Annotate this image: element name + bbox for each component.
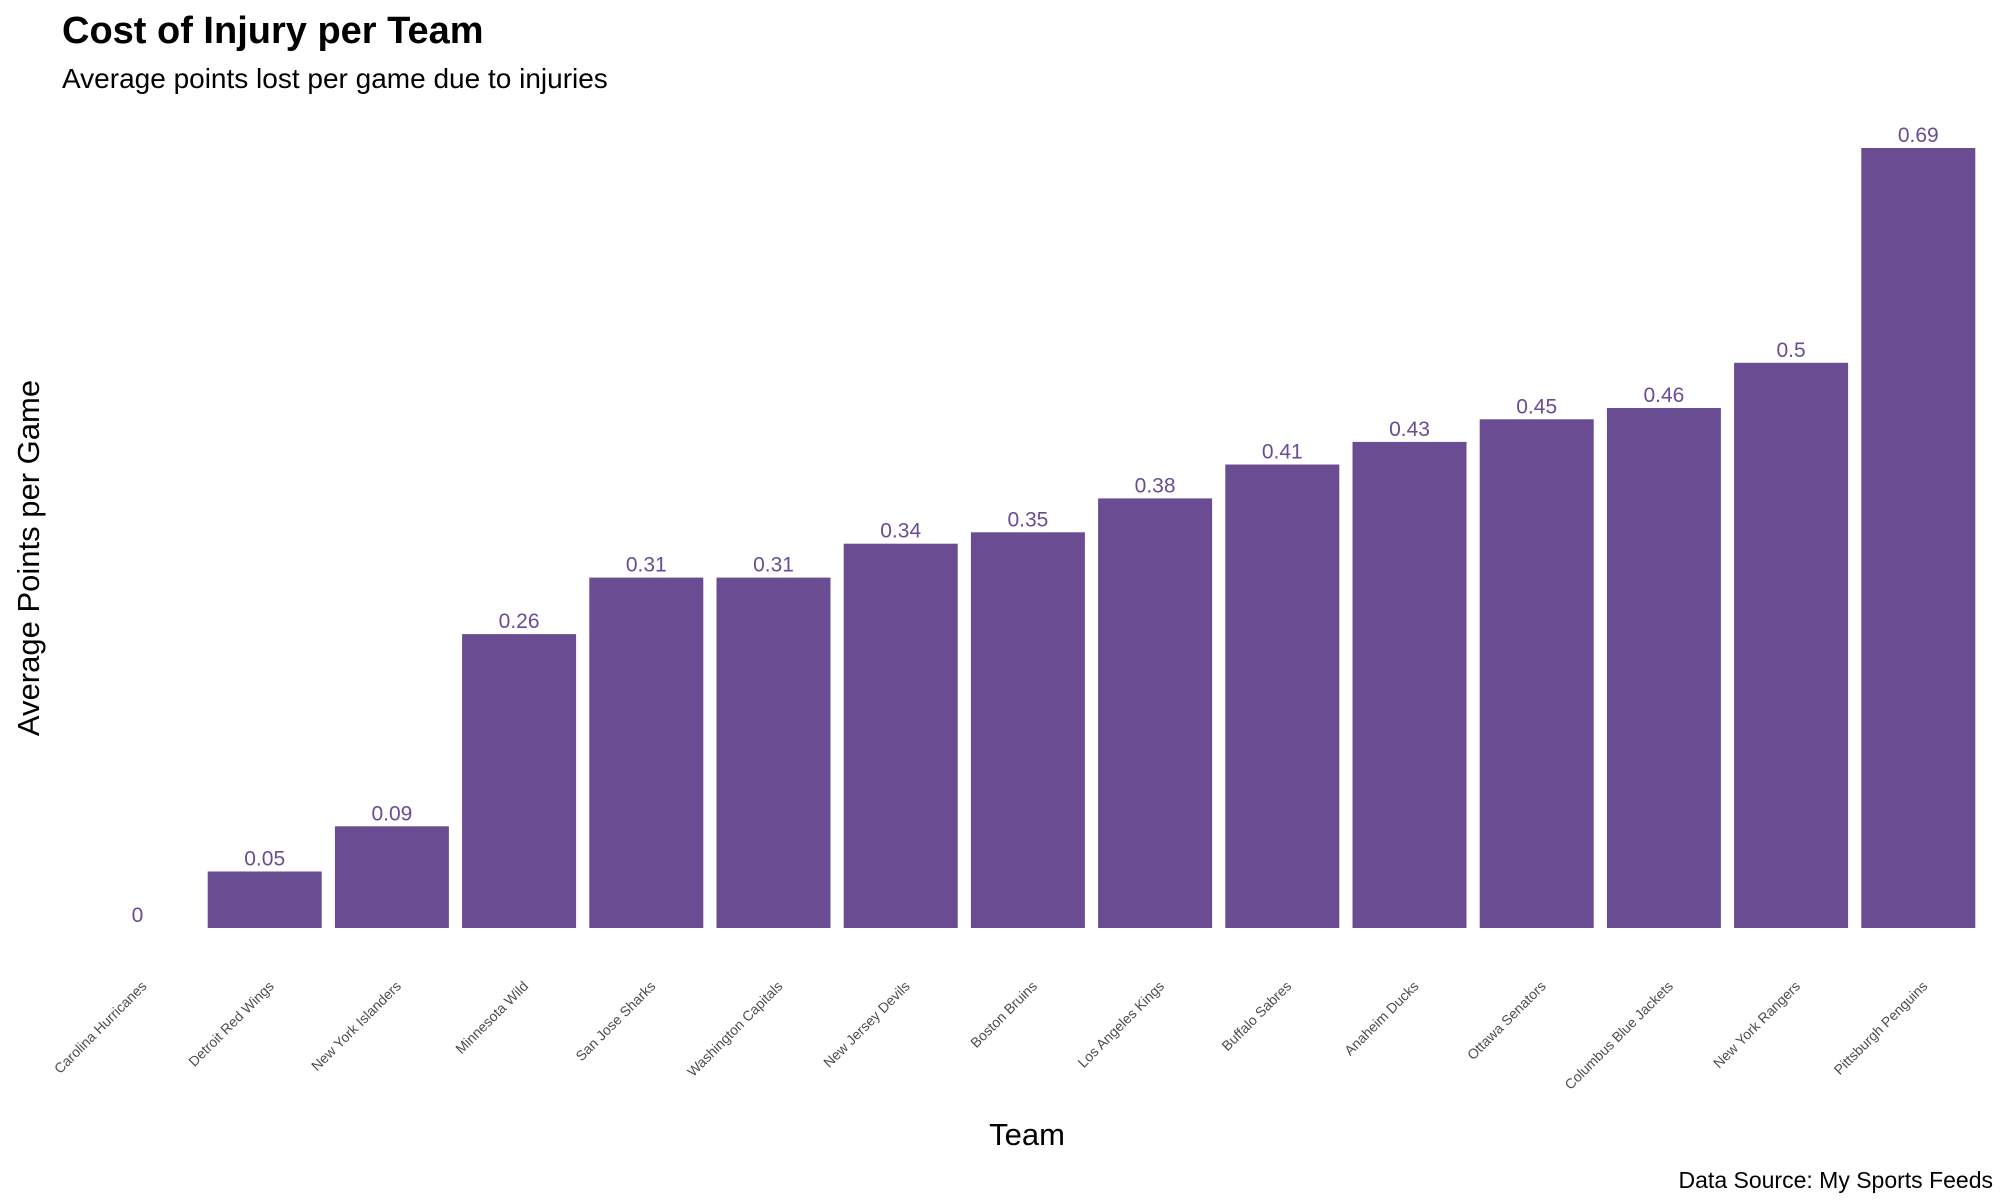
bar-value-label: 0 xyxy=(132,904,144,927)
x-axis-title: Team xyxy=(989,1117,1065,1152)
data-source-caption: Data Source: My Sports Feeds xyxy=(1679,1167,1993,1193)
bar-value-label: 0.09 xyxy=(371,802,412,825)
bar xyxy=(843,543,958,928)
chart-subtitle: Average points lost per game due to inju… xyxy=(62,63,608,94)
bar xyxy=(1225,464,1340,928)
bar-value-label: 0.05 xyxy=(244,848,285,871)
x-tick-label: Boston Bruins xyxy=(967,978,1040,1051)
x-tick-label: Detroit Red Wings xyxy=(185,978,277,1070)
bar-value-label: 0.35 xyxy=(1007,508,1048,531)
value-labels-group: 0 0.05 0.09 0.26 0.31 0.31 0.34 0.35 0.38 0.41 0.4… xyxy=(132,124,1939,927)
bar-value-label: 0.45 xyxy=(1516,395,1557,418)
x-tick-label: Los Angeles Kings xyxy=(1074,978,1167,1071)
bar-value-label: 0.46 xyxy=(1643,384,1684,407)
x-tick-label: Buffalo Sabres xyxy=(1218,978,1294,1054)
bar-value-label: 0.41 xyxy=(1262,441,1303,464)
bar-value-label: 0.38 xyxy=(1135,474,1176,497)
x-tick-label: New Jersey Devils xyxy=(820,978,913,1071)
bar-value-label: 0.43 xyxy=(1389,418,1430,441)
bar-value-label: 0.31 xyxy=(626,554,667,577)
bar xyxy=(589,577,704,928)
bar xyxy=(1606,408,1721,928)
x-tick-label: San Jose Sharks xyxy=(572,978,658,1064)
bar xyxy=(1098,498,1213,928)
x-tick-label: New York Islanders xyxy=(308,978,404,1074)
bar xyxy=(334,826,449,928)
bar xyxy=(970,532,1085,928)
bar xyxy=(1734,362,1849,928)
bar-value-label: 0.31 xyxy=(753,554,794,577)
x-tick-label: New York Rangers xyxy=(1710,978,1803,1071)
bars-group xyxy=(207,148,1976,928)
bar xyxy=(716,577,831,928)
bar xyxy=(1861,148,1976,928)
bar-value-label: 0.26 xyxy=(499,610,540,633)
bar xyxy=(1352,441,1467,928)
bar xyxy=(1479,419,1594,928)
chart-title: Cost of Injury per Team xyxy=(62,10,484,52)
x-tick-label: Pittsburgh Penguins xyxy=(1830,978,1930,1078)
bar-value-label: 0.69 xyxy=(1898,124,1939,147)
bar xyxy=(462,634,577,928)
x-tick-label: Minnesota Wild xyxy=(452,978,531,1057)
x-tick-label: Carolina Hurricanes xyxy=(51,978,150,1077)
bar xyxy=(207,871,322,928)
x-tick-label: Washington Capitals xyxy=(684,978,786,1080)
x-tick-labels-group: Carolina Hurricanes Detroit Red Wings New … xyxy=(51,978,1931,1093)
x-tick-label: Columbus Blue Jackets xyxy=(1561,978,1676,1093)
bar-value-label: 0.34 xyxy=(880,520,921,543)
bar-value-label: 0.5 xyxy=(1776,339,1805,362)
x-tick-label: Anaheim Ducks xyxy=(1341,978,1422,1059)
y-axis-title: Average Points per Game xyxy=(11,380,46,736)
x-tick-label: Ottawa Senators xyxy=(1464,978,1549,1063)
